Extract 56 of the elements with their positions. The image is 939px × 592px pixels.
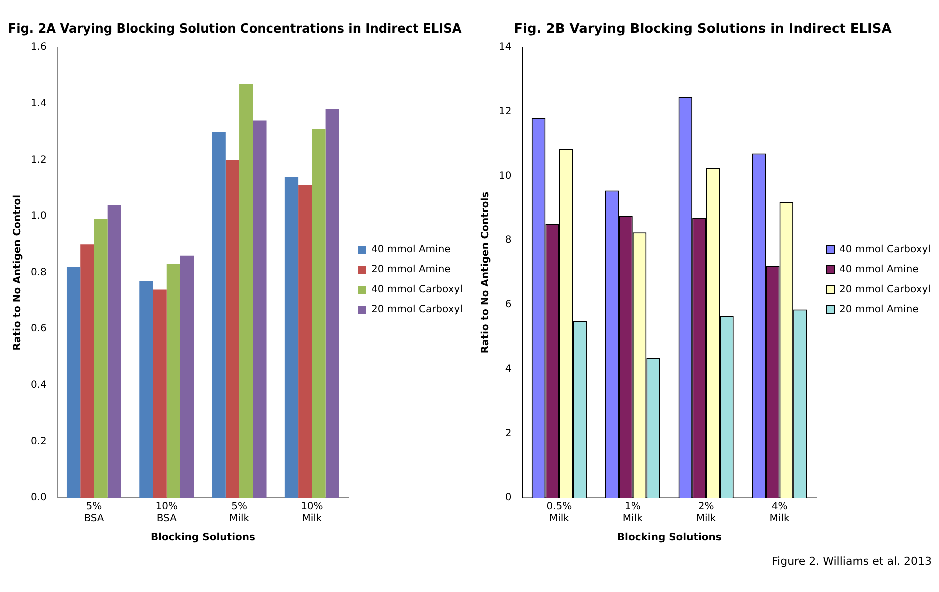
x-tick-label: 4% Milk	[770, 502, 790, 525]
x-tick-label: 10% Milk	[301, 502, 324, 525]
bar	[312, 129, 326, 498]
y-tick-label: 10	[498, 170, 512, 182]
bar	[226, 160, 240, 498]
y-tick-label: 1.2	[30, 154, 47, 166]
bar	[80, 244, 94, 498]
y-tick-label: 14	[498, 42, 512, 54]
bar	[284, 177, 299, 498]
y-tick-label: 1.6	[30, 42, 47, 54]
legend-label: 40 mmol Amine	[840, 264, 919, 276]
x-axis-title: Blocking Solutions	[150, 532, 256, 544]
x-tick-label: 5% BSA	[84, 502, 104, 525]
y-tick-label: 2	[505, 428, 512, 440]
bar	[253, 120, 267, 498]
bar	[108, 205, 122, 498]
y-tick-label: 8	[505, 235, 512, 246]
y-tick-label: 0.6	[30, 324, 47, 335]
caption: Figure 2. Williams et al. 2013	[772, 555, 932, 568]
bar	[240, 84, 254, 498]
y-tick-label: 0	[505, 492, 512, 504]
chart-title: Fig. 2B Varying Blocking Solutions in Indirect ELISA	[514, 22, 892, 38]
legend-label: 40 mmol Carboxyl	[840, 244, 931, 256]
bar	[66, 267, 81, 498]
legend-label: 40 mmol Carboxyl	[372, 284, 463, 296]
bar	[298, 186, 312, 498]
x-tick-label: 2% Milk	[696, 502, 717, 525]
y-tick-label: 4	[505, 364, 512, 375]
x-tick-label: 10% BSA	[156, 502, 178, 525]
x-axis-title: Blocking Solutions	[617, 532, 722, 544]
bar	[153, 290, 167, 498]
x-tick-label: 5% Milk	[230, 502, 250, 525]
y-tick-label: 0.0	[30, 492, 47, 504]
chart-title: Fig. 2A Varying Blocking Solution Concentrations in Indirect ELISA	[8, 20, 462, 36]
bar	[166, 264, 180, 498]
x-tick-label: 1% Milk	[622, 502, 644, 525]
legend-label: 40 mmol Amine	[372, 244, 451, 256]
y-tick-label: 1.4	[30, 98, 47, 110]
legend-label: 20 mmol Amine	[840, 304, 919, 316]
bar	[326, 110, 340, 498]
legend-label: 20 mmol Carboxyl	[372, 304, 463, 316]
bar	[180, 256, 194, 498]
bar	[212, 132, 226, 498]
y-tick-label: 1.0	[30, 211, 47, 222]
y-tick-label: 0.2	[30, 436, 47, 448]
y-axis-title: Ratio to No Antigen Controls	[480, 192, 492, 354]
bar	[140, 281, 154, 498]
legend-label: 20 mmol Carboxyl	[840, 284, 931, 296]
bar	[94, 219, 108, 498]
y-tick-label: 0.8	[30, 267, 47, 278]
legend-label: 20 mmol Amine	[372, 264, 451, 276]
y-tick-label: 0.4	[30, 380, 47, 391]
x-tick-label: 0.5% Milk	[546, 502, 572, 525]
y-tick-label: 6	[505, 300, 512, 311]
y-tick-label: 12	[498, 106, 512, 118]
y-axis-title: Ratio to No Antigen Control	[12, 194, 24, 351]
